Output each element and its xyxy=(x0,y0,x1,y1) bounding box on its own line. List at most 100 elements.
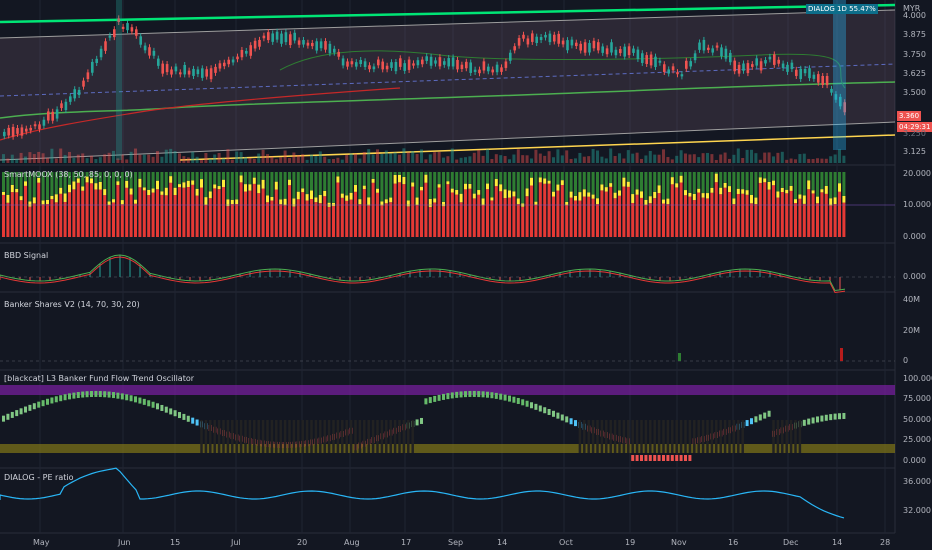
x-label: May xyxy=(33,538,50,547)
smart-money-red-bar xyxy=(481,205,485,237)
smart-money-green-bar xyxy=(376,172,379,189)
volume-bar xyxy=(556,149,560,163)
volume-bar xyxy=(81,153,85,163)
candle-body xyxy=(812,74,816,79)
volume-bar xyxy=(204,152,208,163)
candle-body xyxy=(517,38,521,46)
smart-money-yellow-bar xyxy=(736,188,740,194)
smart-money-red-bar xyxy=(376,192,379,237)
candle-body xyxy=(42,119,46,126)
x-label: Nov xyxy=(671,538,687,547)
smart-money-yellow-bar xyxy=(120,200,124,205)
fund-flow-block xyxy=(468,390,472,397)
smart-money-yellow-bar xyxy=(68,184,71,193)
volume-bar xyxy=(217,152,221,163)
smart-money-green-bar xyxy=(618,172,621,191)
candle-body xyxy=(302,40,305,45)
smart-money-red-bar xyxy=(732,204,736,237)
volume-bar xyxy=(684,153,687,163)
fund-flow-block xyxy=(816,416,819,423)
volume-bar xyxy=(28,152,32,163)
smart-money-green-bar xyxy=(433,172,437,199)
smart-money-green-bar xyxy=(46,172,49,200)
candle-body xyxy=(209,68,213,80)
candle-body xyxy=(623,46,626,57)
smart-money-green-bar xyxy=(811,172,815,191)
volume-bar xyxy=(802,153,806,163)
volume-bar xyxy=(257,153,261,163)
smart-money-red-bar xyxy=(248,190,252,237)
smart-money-yellow-bar xyxy=(208,191,212,199)
smart-money-yellow-bar xyxy=(349,192,353,200)
smart-money-green-bar xyxy=(24,172,27,182)
candle-body xyxy=(377,59,380,66)
smart-money-yellow-bar xyxy=(72,181,76,190)
smart-money-red-bar xyxy=(72,189,76,237)
smart-money-red-bar xyxy=(477,194,481,237)
fund-flow-block xyxy=(472,390,476,397)
smart-money-yellow-bar xyxy=(741,189,745,194)
smart-money-yellow-bar xyxy=(90,178,93,184)
volume-bar xyxy=(648,150,652,163)
smart-money-red-bar xyxy=(15,192,19,237)
volume-bar xyxy=(349,153,353,163)
volume-bar xyxy=(732,154,736,163)
volume-bar xyxy=(512,154,516,163)
volume-bar xyxy=(24,156,27,163)
smart-money-red-bar xyxy=(670,184,674,237)
candle-body xyxy=(7,127,10,136)
smart-money-red-bar xyxy=(772,185,775,237)
smart-money-yellow-bar xyxy=(802,195,806,204)
candle-body xyxy=(196,69,200,75)
smart-money-green-bar xyxy=(191,172,195,181)
candle-body xyxy=(777,59,780,64)
candle-body xyxy=(104,41,107,51)
smart-money-green-bar xyxy=(257,172,261,185)
candle-body xyxy=(478,69,481,74)
candle-body xyxy=(790,62,794,70)
smart-money-green-bar xyxy=(186,172,190,181)
volume-bar xyxy=(244,157,247,163)
volume-bar xyxy=(406,152,410,163)
volume-bar xyxy=(129,151,133,163)
smart-money-red-bar xyxy=(794,203,797,237)
smart-money-yellow-bar xyxy=(376,188,379,193)
smart-money-red-bar xyxy=(279,204,283,237)
candle-body xyxy=(355,62,358,67)
candle-body xyxy=(284,32,288,43)
smart-money-green-bar xyxy=(266,172,269,196)
smart-money-green-bar xyxy=(160,172,164,192)
smart-money-yellow-bar xyxy=(10,184,14,193)
volume-bar xyxy=(310,154,313,163)
smart-money-yellow-bar xyxy=(499,184,503,192)
smart-money-green-bar xyxy=(710,172,714,188)
candle-body xyxy=(240,49,244,58)
smart-money-green-bar xyxy=(666,172,670,199)
smart-money-yellow-bar xyxy=(785,189,789,194)
channel-top-line xyxy=(0,9,896,39)
smart-money-red-bar xyxy=(428,206,432,237)
candle-body xyxy=(95,58,98,64)
volume-bar xyxy=(701,153,705,163)
smart-money-red-bar xyxy=(6,202,10,237)
price-tick: 3.125 xyxy=(903,147,926,156)
smart-money-green-bar xyxy=(32,172,36,198)
smart-money-red-bar xyxy=(112,202,115,237)
candle-body xyxy=(456,59,459,70)
smart-money-green-bar xyxy=(824,172,828,186)
smart-money-green-bar xyxy=(323,172,327,191)
smart-money-red-bar xyxy=(340,197,344,237)
smart-money-yellow-bar xyxy=(842,195,846,203)
candle-body xyxy=(399,58,402,67)
smart-money-red-bar xyxy=(37,182,41,237)
pane-tick: 36.000 xyxy=(903,477,931,486)
candle-body xyxy=(201,68,204,78)
smart-money-red-bar xyxy=(433,202,437,237)
smart-money-green-bar xyxy=(296,172,300,192)
smart-money-red-bar xyxy=(424,182,428,237)
smart-money-yellow-bar xyxy=(697,188,701,193)
candle-body xyxy=(671,66,675,71)
smart-money-green-bar xyxy=(490,172,494,198)
x-label: Oct xyxy=(559,538,573,547)
